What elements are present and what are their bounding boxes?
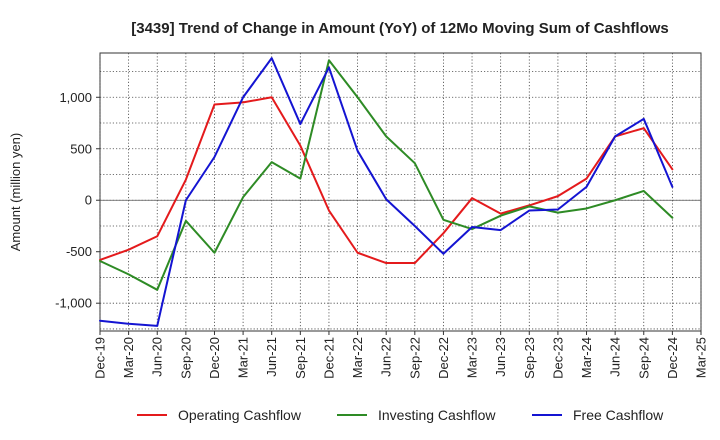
series-lines bbox=[99, 57, 674, 327]
x-tick-label: Mar-20 bbox=[121, 337, 136, 378]
x-axis: Dec-19 Mar-20 Jun-20 Sep-20 Dec-20 Mar-21 Jun-… bbox=[93, 331, 709, 379]
x-tick-label: Dec-20 bbox=[207, 337, 222, 379]
x-tick-label: Jun-23 bbox=[493, 337, 508, 377]
y-tick-label: 0 bbox=[85, 193, 92, 208]
x-tick-label: Dec-24 bbox=[665, 337, 680, 379]
y-tick-label: -1,000 bbox=[55, 296, 92, 311]
y-tick-label: 1,000 bbox=[59, 90, 92, 105]
y-tick-label: -500 bbox=[66, 244, 92, 259]
x-tick-label: Sep-23 bbox=[522, 337, 537, 379]
legend: Operating Cashflow Investing Cashflow Free… bbox=[137, 407, 664, 423]
x-tick-label: Dec-23 bbox=[550, 337, 565, 379]
x-tick-label: Jun-21 bbox=[264, 337, 279, 377]
x-tick-label: Sep-24 bbox=[636, 337, 651, 379]
series-line-free-cashflow bbox=[99, 57, 674, 327]
x-tick-label: Dec-21 bbox=[321, 337, 336, 379]
x-tick-label: Sep-22 bbox=[407, 337, 422, 379]
x-tick-label: Dec-22 bbox=[436, 337, 451, 379]
y-tick-label: 500 bbox=[70, 141, 92, 156]
x-tick-label: Mar-21 bbox=[236, 337, 251, 378]
x-tick-label: Dec-19 bbox=[93, 337, 108, 379]
x-tick-label: Mar-24 bbox=[579, 337, 594, 378]
series-line-investing-cashflow bbox=[99, 59, 674, 291]
x-tick-label: Mar-22 bbox=[350, 337, 365, 378]
series-line-operating-cashflow bbox=[99, 96, 674, 265]
y-axis: -1,000 -500 0 500 1,000 bbox=[55, 90, 100, 311]
x-tick-label: Sep-21 bbox=[293, 337, 308, 379]
x-tick-label: Sep-20 bbox=[178, 337, 193, 379]
legend-label: Operating Cashflow bbox=[178, 407, 302, 423]
x-tick-label: Mar-25 bbox=[694, 337, 709, 378]
legend-label: Investing Cashflow bbox=[378, 407, 496, 423]
legend-label: Free Cashflow bbox=[573, 407, 664, 423]
x-tick-label: Mar-23 bbox=[465, 337, 480, 378]
plot-frame bbox=[99, 52, 702, 332]
x-tick-label: Jun-24 bbox=[608, 337, 623, 377]
x-tick-label: Jun-20 bbox=[150, 337, 165, 377]
y-axis-label: Amount (million yen) bbox=[8, 133, 23, 252]
chart-title: [3439] Trend of Change in Amount (YoY) o… bbox=[131, 20, 669, 37]
x-tick-label: Jun-22 bbox=[379, 337, 394, 377]
plot-area bbox=[99, 52, 702, 332]
